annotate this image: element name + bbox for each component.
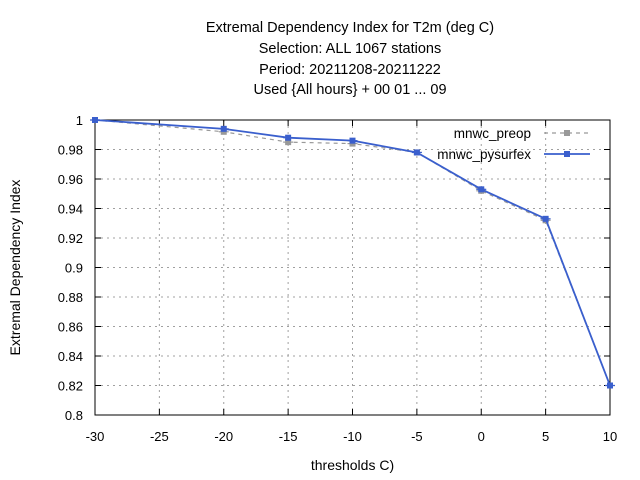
y-tick-label: 0.9 <box>65 261 83 276</box>
title-line-2: Selection: ALL 1067 stations <box>258 41 442 57</box>
legend-label-mnwc-preop: mnwc_preop <box>454 126 531 141</box>
x-tick-label: 5 <box>542 429 549 444</box>
y-tick-label: 0.82 <box>58 379 83 394</box>
legend: mnwc_preop mnwc_pysurfex <box>437 126 590 162</box>
series-line-mnwc-preop <box>94 119 611 386</box>
plot-frame <box>94 119 611 416</box>
x-tick-label: 10 <box>603 429 617 444</box>
x-tick-label: -5 <box>411 429 423 444</box>
x-tick-label: -15 <box>279 429 298 444</box>
series-line-mnwc-pysurfex <box>94 119 611 386</box>
y-tick-label: 0.96 <box>58 172 83 187</box>
y-tick-label: 0.98 <box>58 143 83 158</box>
y-tick-label: 0.86 <box>58 320 83 335</box>
y-tick-label: 0.8 <box>65 408 83 423</box>
x-tick-label: -25 <box>150 429 169 444</box>
y-axis-label: Extremal Dependency Index <box>7 180 23 356</box>
title-line-4: Used {All hours} + 00 01 ... 09 <box>253 82 447 98</box>
x-tick-label: -10 <box>343 429 362 444</box>
grid-lines <box>95 120 610 415</box>
axis-ticks: 0.8 0.82 0.84 0.86 0.88 0.9 0.92 0.94 0.96 0.98 1 -… <box>58 113 618 444</box>
legend-label-mnwc-pysurfex: mnwc_pysurfex <box>437 147 531 162</box>
y-tick-label: 0.88 <box>58 290 83 305</box>
title-line-3: Period: 20211208-20211222 <box>259 62 441 78</box>
y-tick-label: 0.94 <box>58 202 83 217</box>
legend-marker-mnwc-pysurfex <box>564 151 570 157</box>
x-tick-label: 0 <box>478 429 485 444</box>
x-tick-label: -30 <box>86 429 105 444</box>
y-tick-label: 0.84 <box>58 349 83 364</box>
x-axis-label: thresholds C) <box>311 457 394 473</box>
y-tick-label: 0.92 <box>58 231 83 246</box>
x-tick-label: -20 <box>214 429 233 444</box>
y-tick-label: 1 <box>76 113 83 128</box>
series-layer <box>90 117 615 389</box>
legend-marker-mnwc-preop <box>564 130 570 136</box>
title-line-1: Extremal Dependency Index for T2m (deg C… <box>205 20 495 36</box>
